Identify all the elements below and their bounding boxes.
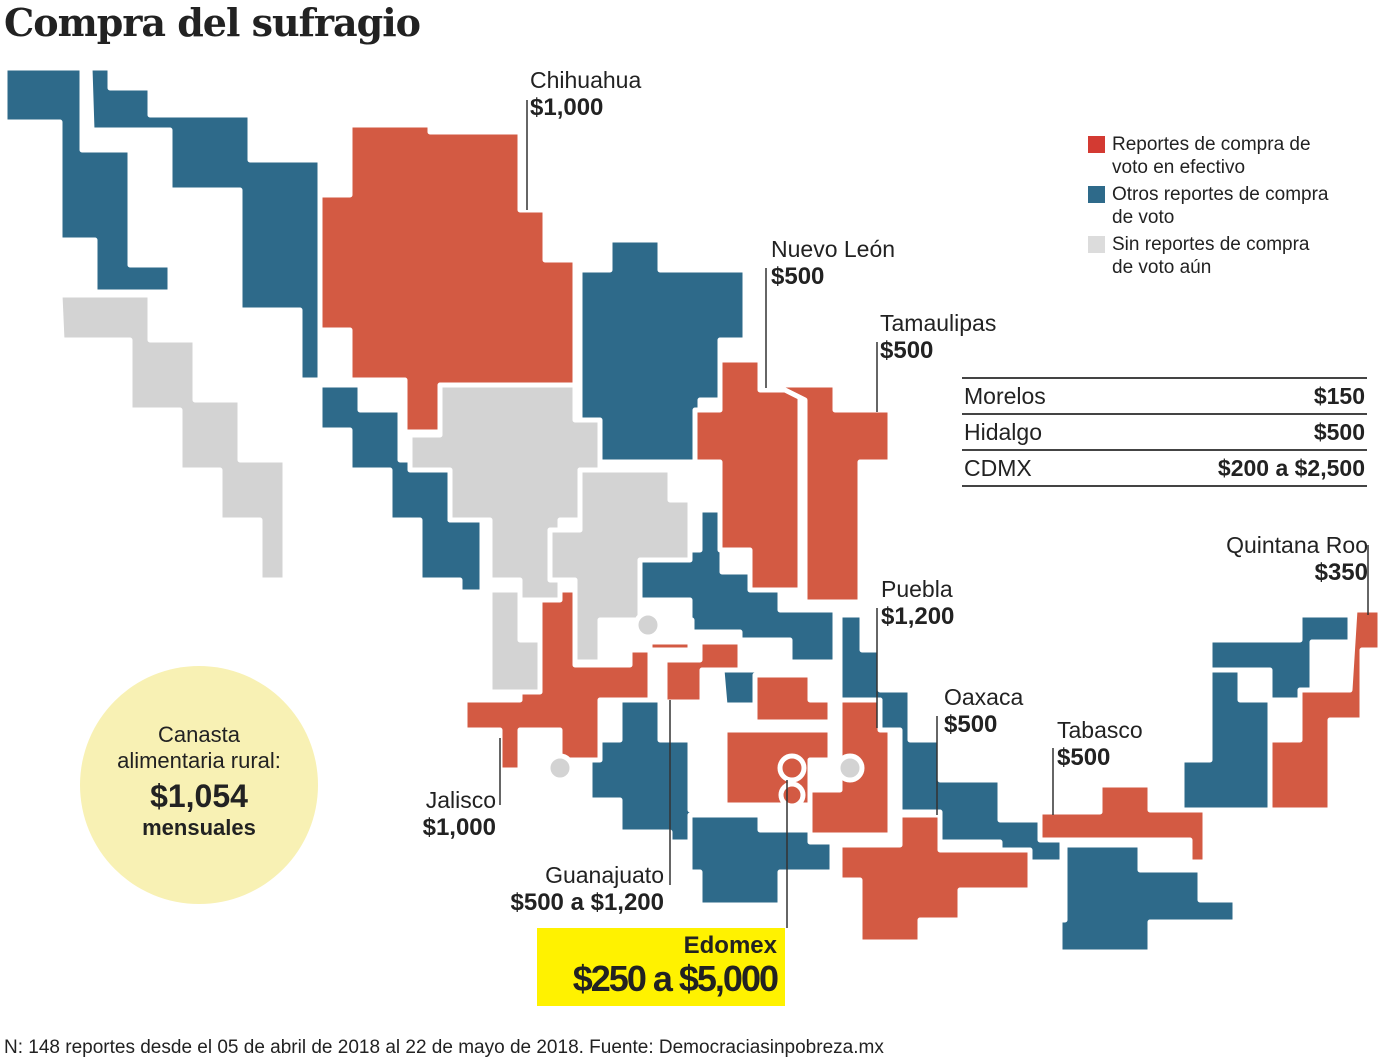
legend-swatch (1088, 136, 1105, 153)
label-tamaulipas: Tamaulipas $500 (880, 310, 997, 364)
state-zacatecas (547, 467, 693, 665)
state-yucatan (1207, 612, 1353, 703)
legend-item-cash: Reportes de compra de voto en efectivo (1088, 133, 1332, 179)
state-guerrero (687, 812, 835, 908)
label-jalisco: Jalisco $1,000 (422, 787, 496, 841)
legend-item-other: Otros reportes de compra de voto (1088, 183, 1332, 229)
title: Compra del sufragio (4, 0, 421, 45)
edomex-value: $250 a $5,000 (572, 958, 779, 999)
state-guanajuato (662, 639, 743, 705)
label-nuevo-leon: Nuevo León $500 (771, 236, 896, 290)
state-baja-california-sur (57, 292, 288, 583)
state-edomex (722, 727, 833, 808)
label-tabasco: Tabasco $500 (1057, 717, 1143, 771)
table-row: CDMX $200 a $2,500 (962, 449, 1367, 487)
state-hidalgo (752, 672, 833, 725)
state-tlaxcala (835, 753, 865, 783)
edomex-callout: Edomex $250 a $5,000 (537, 928, 785, 1006)
state-aguascalientes (633, 610, 663, 640)
label-oaxaca: Oaxaca $500 (944, 684, 1024, 738)
canasta-circle: Canasta alimentaria rural: $1,054 mensua… (80, 666, 318, 904)
state-oaxaca (837, 812, 1033, 945)
legend-swatch (1088, 236, 1105, 253)
canasta-unit: mensuales (142, 815, 256, 840)
state-baja-california (2, 65, 173, 295)
canasta-value: $1,054 (150, 778, 248, 814)
state-nayarit (487, 587, 543, 695)
state-tamaulipas (772, 382, 893, 605)
state-sonora (87, 65, 323, 383)
state-nuevo-leon (692, 357, 803, 593)
canasta-line2: alimentaria rural: (117, 748, 281, 773)
state-tabasco (1037, 782, 1208, 865)
canasta-line1: Canasta (158, 722, 240, 747)
state-colima (545, 753, 575, 783)
state-campeche (1179, 667, 1273, 813)
state-sinaloa (317, 382, 485, 595)
legend-item-none: Sin reportes de compra de voto aún (1088, 233, 1332, 279)
state-quintana-roo (1267, 607, 1383, 813)
price-table: Morelos $150 Hidalgo $500 CDMX $200 a $2,50… (962, 377, 1367, 487)
footer-source: N: 148 reportes desde el 05 de abril de … (4, 1037, 884, 1058)
leader-lines (499, 100, 1369, 928)
state-morelos (778, 781, 806, 809)
state-chiapas (1057, 842, 1238, 955)
label-chihuahua: Chihuahua $1,000 (530, 67, 642, 121)
table-row: Morelos $150 (962, 377, 1367, 415)
legend: Reportes de compra de voto en efectivo O… (1088, 133, 1332, 283)
edomex-name: Edomex (683, 932, 777, 959)
table-row: Hidalgo $500 (962, 413, 1367, 451)
label-puebla: Puebla $1,200 (881, 576, 955, 630)
label-guanajuato: Guanajuato $500 a $1,200 (510, 862, 664, 916)
label-quintana-roo: Quintana Roo $350 (1226, 532, 1368, 586)
state-cdmx (777, 753, 807, 783)
legend-swatch (1088, 186, 1105, 203)
